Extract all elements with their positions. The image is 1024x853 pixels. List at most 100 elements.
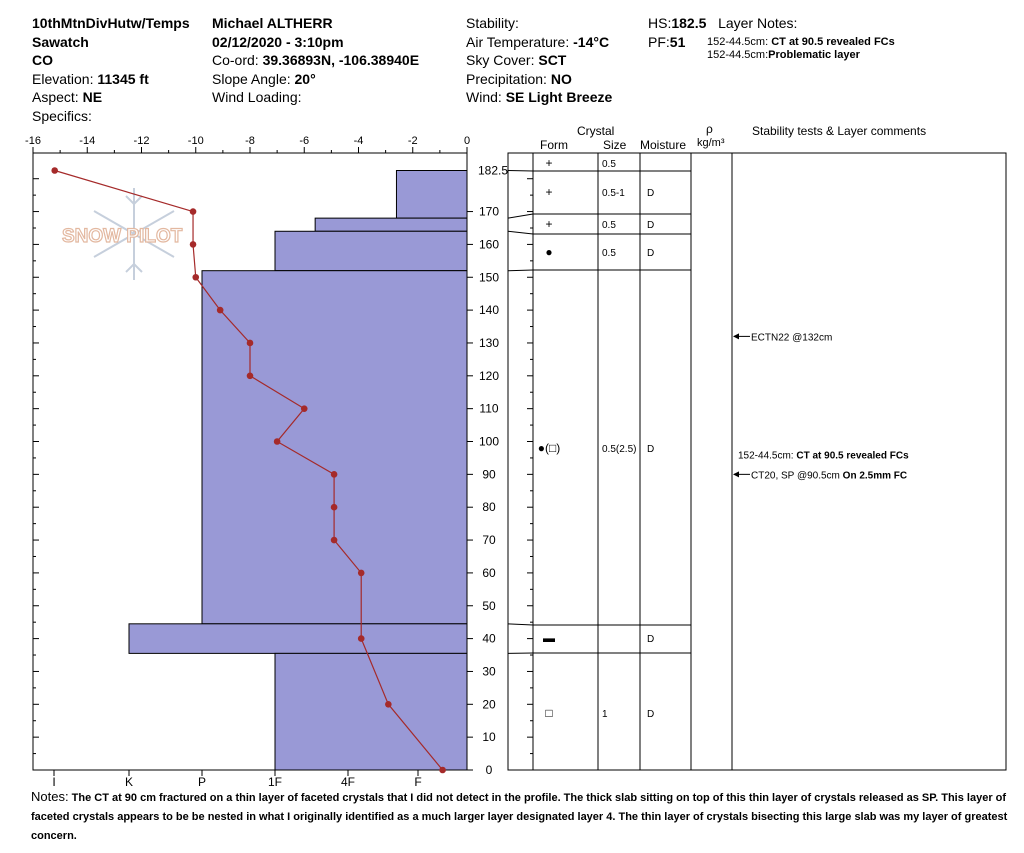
hardness-bar	[274, 230, 468, 272]
temperature-point	[357, 569, 365, 577]
temperature-point	[385, 701, 392, 708]
observer-name: Michael ALTHERR	[212, 15, 333, 31]
height-tick-label: 170	[479, 205, 499, 219]
crystal-size: 0.5	[602, 248, 616, 259]
state: CO	[32, 52, 53, 68]
aspect-value: NE	[82, 89, 103, 105]
height-tick-label: 40	[482, 632, 496, 646]
layer-note-text: Problematic layer	[768, 49, 860, 61]
crystal-table: +0.5 + 0.5-1 D + 0.5 D ● 0.5 D ●(□) 0.5(2.5) D ▬ D □ 1 D	[507, 152, 1007, 771]
elevation-label: Elevation:	[32, 70, 94, 87]
sky-cover: Sky Cover: SCT	[466, 51, 612, 70]
layer-note-prefix: 152-44.5cm:	[707, 49, 769, 61]
pf-value: 51	[669, 33, 686, 50]
height-tick-label: 150	[479, 270, 499, 284]
height-tick-label: 60	[482, 566, 496, 580]
temperature-point	[439, 766, 446, 774]
temperature-point	[330, 503, 338, 511]
temp-tick-label: -2	[408, 135, 418, 147]
height-tick-label: 30	[482, 664, 496, 678]
temperature-point	[189, 208, 197, 215]
hardness-bar	[314, 217, 468, 232]
temperature-point	[246, 339, 254, 347]
crystal-size: 0.5-1	[602, 188, 625, 199]
temp-tick-label: 0	[464, 135, 470, 147]
stability-comment-text: On 2.5mm FC	[843, 470, 907, 481]
layer-connector-line	[507, 623, 534, 626]
stability-comment-text: CT at 90.5 revealed FCs	[796, 451, 909, 462]
layer-connector-line	[507, 170, 534, 172]
header-weather-info: Stability: Air Temperature: -14°C Sky Co…	[466, 14, 612, 107]
comment-arrow-head	[733, 333, 739, 340]
hardness-tick-label: P	[198, 775, 206, 789]
height-tick-label: 80	[482, 500, 496, 514]
moisture-header: Moisture	[640, 138, 687, 152]
wind-label: Wind:	[466, 89, 502, 105]
size-header: Size	[603, 138, 627, 152]
crystal-moisture: D	[647, 248, 654, 259]
hardness-tick-label: 4F	[341, 775, 355, 789]
notes-label: Notes:	[31, 789, 69, 804]
layer-note-text: CT at 90.5 revealed FCs	[771, 36, 895, 48]
density-unit-header: kg/m³	[697, 137, 725, 149]
hardness-tick-label: F	[414, 775, 421, 789]
temperature-profile	[51, 167, 446, 774]
observation-datetime: 02/12/2020 - 3:10pm	[212, 33, 344, 50]
aspect-label: Aspect:	[32, 89, 79, 105]
height-tick-label: 120	[479, 369, 499, 383]
height-tick-label: 0	[486, 763, 493, 777]
crystal-size: 0.5	[602, 159, 616, 170]
layer-note: 152-44.5cm:Problematic layer	[707, 49, 895, 62]
chart-frame: -16 -14 -12 -10 -8 -6 -4 -2 0 I K P 1F 4F F 0 10 20 30 40 50…	[25, 135, 508, 789]
precip-value: NO	[550, 70, 572, 87]
wind-value: SE Light Breeze	[505, 89, 613, 105]
height-tick-label: 90	[482, 467, 496, 481]
crystal-header: Crystal	[577, 124, 615, 138]
layer-connector-line	[507, 213, 534, 219]
height-tick-label: 50	[482, 599, 496, 613]
temp-tick-label: -12	[134, 135, 150, 147]
height-tick-label: 140	[479, 303, 499, 317]
crystal-moisture: D	[647, 444, 654, 455]
crystal-form: +	[545, 185, 552, 199]
hs-label: HS:	[648, 15, 672, 31]
height-tick-label: 100	[479, 435, 499, 449]
wind: Wind: SE Light Breeze	[466, 88, 612, 107]
temperature-point	[216, 306, 224, 314]
hardness-profile	[128, 170, 468, 771]
stability-comments: ECTN22 @132cm 152-44.5cm: CT at 90.5 reve…	[733, 332, 909, 481]
aspect: Aspect: NE	[32, 88, 190, 107]
layer-notes-label: Layer Notes:	[718, 15, 798, 31]
crystal-form: +	[545, 156, 552, 170]
temperature-point	[330, 471, 338, 478]
layer-note: 152-44.5cm: CT at 90.5 revealed FCs	[707, 36, 895, 49]
temperature-point	[357, 635, 365, 642]
stability-comment: ECTN22 @132cm	[751, 332, 832, 343]
crystal-size: 0.5(2.5)	[602, 444, 636, 455]
crystal-moisture: D	[647, 220, 654, 231]
crystal-size: 1	[602, 709, 608, 720]
layer-connector-line	[507, 269, 534, 272]
coordinates: Co-ord: 39.36893N, -106.38940E	[212, 51, 419, 70]
notes: Notes: The CT at 90 cm fractured on a th…	[31, 787, 1016, 846]
penetration-foot: PF:51	[648, 33, 797, 52]
precip-label: Precipitation:	[466, 70, 547, 87]
header-site-info: 10thMtnDivHutw/Temps Sawatch CO Elevatio…	[32, 14, 190, 125]
height-tick-label: 70	[482, 533, 496, 547]
height-tick-label: 160	[479, 237, 499, 251]
temperature-point	[330, 536, 338, 544]
hs-value: 182.5	[671, 15, 707, 31]
temp-tick-label: -6	[299, 135, 309, 147]
stability-comment: 152-44.5cm: CT at 90.5 revealed FCs	[738, 451, 909, 462]
layer-notes-list: 152-44.5cm: CT at 90.5 revealed FCs 152-…	[707, 36, 895, 62]
sky-label: Sky Cover:	[466, 52, 535, 68]
air-temp-value: -14°C	[573, 33, 610, 50]
layer-connector-line	[507, 230, 534, 235]
hardness-tick-label: I	[52, 775, 55, 789]
specifics-label: Specifics:	[32, 107, 92, 124]
air-temperature: Air Temperature: -14°C	[466, 33, 612, 52]
location-name: 10thMtnDivHutw/Temps	[32, 15, 190, 31]
temp-tick-label: -16	[25, 135, 41, 147]
temperature-point	[189, 241, 197, 248]
hardness-bar	[201, 270, 468, 625]
